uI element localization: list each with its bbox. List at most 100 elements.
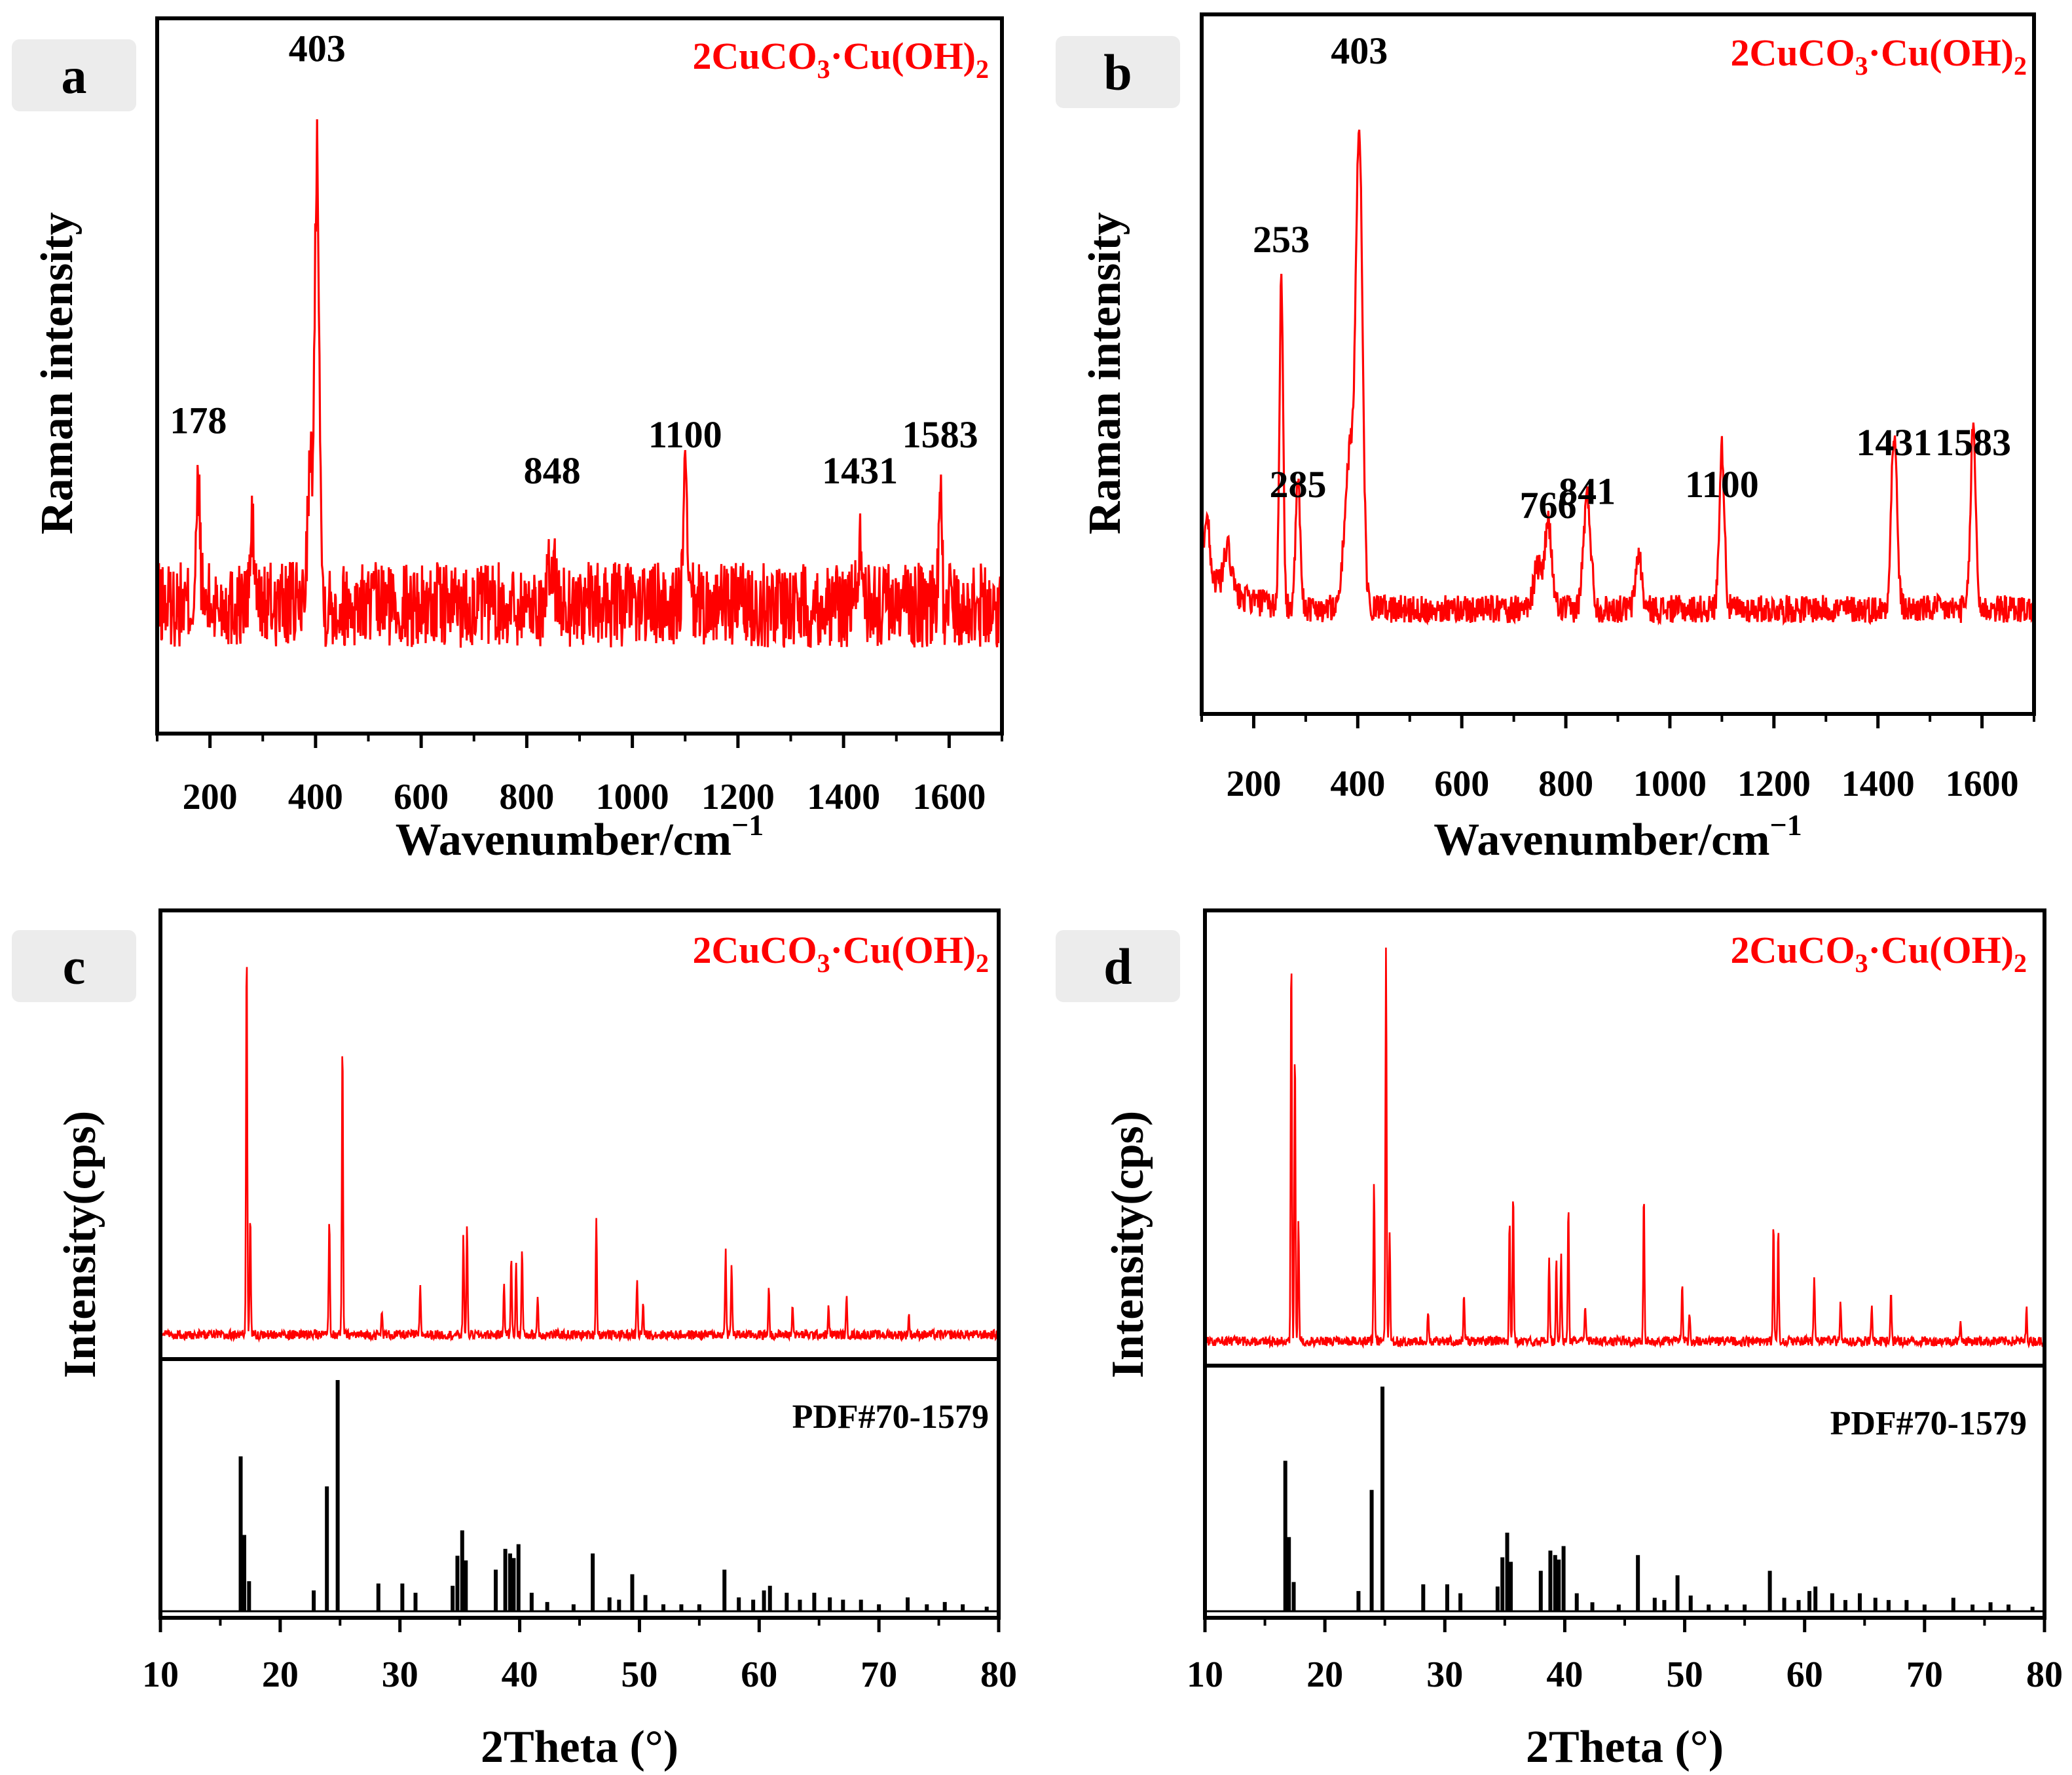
- x-tick-label: 600: [1434, 764, 1489, 804]
- panel-label: b: [1103, 44, 1132, 101]
- sample-label-subscript: 3: [1855, 948, 1868, 978]
- plot-frame: [1203, 908, 2046, 1620]
- peak-label: 841: [1559, 470, 1616, 513]
- reference-label: PDF#70-1579: [1830, 1405, 2027, 1442]
- sample-label-text: 2CuCO: [1731, 31, 1855, 74]
- x-axis-title-superscript: −1: [731, 808, 764, 842]
- peak-label: 253: [1253, 218, 1310, 261]
- reference-label: PDF#70-1579: [792, 1398, 989, 1436]
- x-axis-title: Wavenumber/cm−1: [1434, 808, 1802, 865]
- panel-d: d PDF#70-1579 10 20 30 40 50 60 70 80 2Theta (°) In…: [1056, 908, 2063, 1772]
- x-tick-label: 40: [1546, 1654, 1583, 1695]
- x-tick-label: 1400: [1841, 764, 1915, 804]
- x-tick-label: 1400: [807, 777, 880, 817]
- x-tick-label: 400: [1330, 764, 1385, 804]
- xrd-sample-line: [160, 967, 999, 1343]
- x-tick-label: 1000: [1633, 764, 1707, 804]
- x-tick-label: 200: [1226, 764, 1281, 804]
- x-tick-label: 1000: [596, 777, 669, 817]
- sample-label-text: ·Cu(OH): [1868, 929, 2014, 971]
- panel-label-badge: [1056, 930, 1180, 1002]
- peak-label: 1583: [902, 413, 978, 456]
- y-axis-title: Raman intensity: [32, 212, 83, 534]
- sample-label-subscript: 2: [2014, 948, 2027, 978]
- sample-label-subscript: 2: [976, 948, 989, 978]
- peak-label: 1431: [1856, 421, 1932, 464]
- sample-label-subscript: 3: [817, 54, 830, 84]
- panel-c: c PDF#70-1579 10 20 30 40 50 60 70 80 2Theta (°) In…: [12, 908, 1017, 1772]
- y-axis-title: Intensity(cps): [55, 1111, 105, 1378]
- x-axis-title-text: Wavenumber/cm: [1434, 815, 1769, 865]
- x-tick-label: 30: [382, 1654, 418, 1695]
- peak-label: 1100: [648, 413, 722, 456]
- x-tick-label: 800: [499, 777, 554, 817]
- sample-label-text: ·Cu(OH): [830, 35, 976, 77]
- x-tick-label: 30: [1426, 1654, 1463, 1695]
- peak-label: 1583: [1935, 421, 2011, 464]
- sample-label: 2CuCO3·Cu(OH)2: [693, 35, 990, 84]
- x-tick-label: 60: [1786, 1654, 1823, 1695]
- peak-label: 403: [1331, 29, 1388, 72]
- sample-label-text: 2CuCO: [693, 35, 817, 77]
- sample-label-text: ·Cu(OH): [830, 929, 976, 971]
- x-axis-title-text: 2Theta (°): [1526, 1722, 1724, 1772]
- x-tick-label: 60: [741, 1654, 777, 1695]
- x-tick-label: 10: [1187, 1654, 1223, 1695]
- plot-frame: [158, 908, 1001, 1620]
- peak-label: 403: [289, 28, 346, 70]
- peak-label: 285: [1269, 463, 1326, 506]
- sample-label-subscript: 2: [976, 54, 989, 84]
- peak-label: 1431: [822, 449, 898, 492]
- x-tick-label: 10: [142, 1654, 179, 1695]
- peak-label: 1100: [1685, 463, 1759, 506]
- sample-label: 2CuCO3·Cu(OH)2: [1731, 929, 2027, 978]
- sample-label: 2CuCO3·Cu(OH)2: [693, 929, 990, 978]
- x-tick-label: 70: [1906, 1654, 1943, 1695]
- panel-label-badge: [1056, 36, 1180, 108]
- x-tick-label: 400: [288, 777, 343, 817]
- x-axis-title-text: 2Theta (°): [481, 1722, 678, 1772]
- peak-label: 766: [1520, 484, 1577, 527]
- y-axis-title: Intensity(cps): [1103, 1111, 1153, 1378]
- spectrum-line: [157, 119, 1002, 648]
- x-tick-label: 1600: [912, 777, 986, 817]
- panel-label: d: [1103, 938, 1132, 995]
- sample-label-subscript: 3: [817, 948, 830, 978]
- x-tick-label: 50: [621, 1654, 657, 1695]
- x-axis-title: 2Theta (°): [481, 1722, 678, 1772]
- panel-label-badge: [12, 39, 136, 111]
- x-tick-label: 80: [2026, 1654, 2063, 1695]
- x-tick-label: 1200: [1737, 764, 1811, 804]
- sample-label: 2CuCO3·Cu(OH)2: [1731, 31, 2027, 81]
- panel-label: a: [62, 47, 87, 104]
- x-tick-label: 50: [1667, 1654, 1703, 1695]
- panel-label: c: [63, 938, 86, 995]
- sample-label-text: 2CuCO: [1731, 929, 1855, 971]
- spectrum-line: [1202, 129, 2034, 626]
- x-tick-label: 80: [980, 1654, 1017, 1695]
- x-tick-label: 200: [183, 777, 238, 817]
- x-tick-label: 600: [394, 777, 449, 817]
- x-tick-label: 20: [262, 1654, 299, 1695]
- x-axis-title: Wavenumber/cm−1: [396, 808, 764, 865]
- x-axis-title-superscript: −1: [1770, 808, 1802, 842]
- y-axis-title: Raman intensity: [1080, 212, 1130, 534]
- x-tick-label: 40: [502, 1654, 538, 1695]
- sample-label-text: 2CuCO: [693, 929, 817, 971]
- xrd-sample-line: [1205, 947, 2044, 1349]
- x-tick-label: 20: [1306, 1654, 1343, 1695]
- sample-label-text: ·Cu(OH): [1868, 31, 2014, 74]
- x-axis-title: 2Theta (°): [1526, 1722, 1724, 1772]
- x-tick-label: 1600: [1946, 764, 2019, 804]
- sample-label-subscript: 2: [2014, 51, 2027, 81]
- sample-label-subscript: 3: [1855, 51, 1868, 81]
- x-axis-title-text: Wavenumber/cm: [396, 815, 731, 865]
- peak-label: 178: [170, 399, 227, 441]
- x-tick-label: 70: [860, 1654, 897, 1695]
- peak-label: 848: [524, 449, 581, 492]
- panel-label-badge: [12, 930, 136, 1002]
- x-tick-label: 1200: [701, 777, 775, 817]
